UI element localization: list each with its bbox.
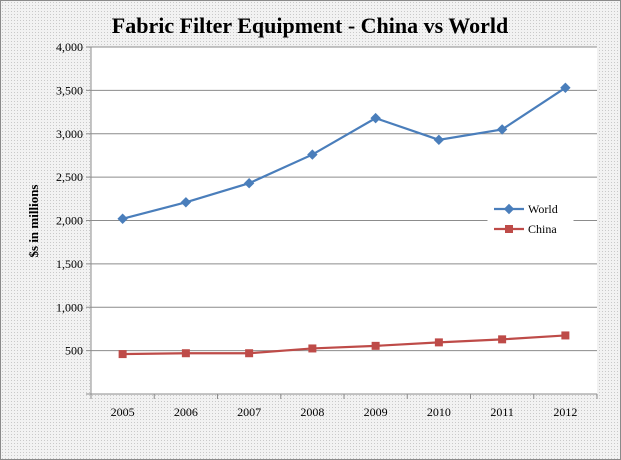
y-tick-label: 3,000 [56,127,83,141]
data-point-china [308,344,317,353]
series-china [118,331,570,359]
data-point-china [371,341,380,350]
data-point-china [434,338,443,347]
data-point-world [117,213,128,224]
y-tick-label: 500 [65,344,83,358]
x-tick-label: 2011 [490,405,514,419]
y-tick-label: 2,500 [56,170,83,184]
y-tick-label: 1,500 [56,257,83,271]
x-tick-label: 2012 [553,405,577,419]
x-tick-label: 2007 [237,405,261,419]
axes [86,46,598,399]
legend: World China [487,194,574,243]
data-point-china [561,331,570,340]
data-point-world [307,149,318,160]
legend-marker-china [505,225,513,233]
series-line-world [122,86,566,220]
series-layer [117,82,571,359]
legend-label-world: World [528,202,558,216]
data-point-china [245,349,254,358]
x-tick-labels: 2005 2006 2007 2008 2009 2010 2011 2012 [111,405,578,419]
x-tick-label: 2006 [174,405,198,419]
x-tick-label: 2008 [300,405,324,419]
x-tick-label: 2005 [111,405,135,419]
data-point-china [498,335,507,344]
y-tick-label: 4,000 [56,40,83,54]
y-axis-label: $s in millions [26,185,41,258]
gridlines [91,46,597,352]
y-tick-label: 1,000 [56,300,83,314]
chart-title: Fabric Filter Equipment - China vs World [112,13,508,38]
y-tick-label: 3,500 [56,83,83,97]
y-tick-label: 2,000 [56,214,83,228]
x-tick-label: 2010 [427,405,451,419]
data-point-china [118,350,127,359]
series-line-china [122,334,566,356]
data-point-world [243,177,255,189]
legend-box [487,194,574,243]
y-tick-labels: 500 1,000 1,500 2,000 2,500 3,000 3,500 4,000 [56,40,83,358]
series-world [117,82,571,224]
legend-marker-world [503,203,515,215]
legend-label-china: China [528,222,557,236]
data-point-world [370,112,381,124]
data-point-world [560,82,571,93]
data-point-world [180,197,192,208]
data-point-china [181,349,190,358]
data-point-world [496,124,508,135]
x-tick-label: 2009 [364,405,388,419]
data-point-world [433,134,445,146]
